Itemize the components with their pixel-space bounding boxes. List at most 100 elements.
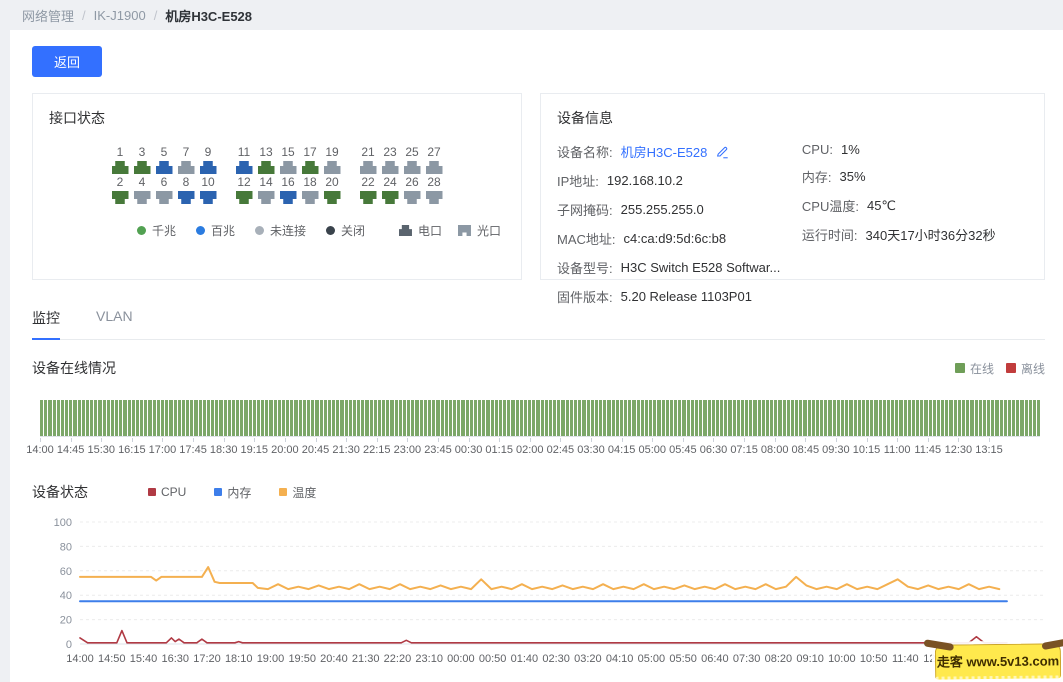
- online-bar: [223, 400, 227, 436]
- port-18[interactable]: 18: [299, 174, 321, 204]
- online-bar: [540, 400, 544, 436]
- port-number: 27: [427, 145, 441, 159]
- device-info-row: MAC地址: c4:ca:d9:5d:6c:b8: [557, 229, 802, 248]
- online-bar: [920, 400, 924, 436]
- online-bar: [720, 400, 724, 436]
- online-bar: [73, 400, 77, 436]
- port-11[interactable]: 11: [233, 144, 255, 174]
- port-12[interactable]: 12: [233, 174, 255, 204]
- port-21[interactable]: 21: [357, 144, 379, 174]
- port-number: 7: [182, 145, 190, 159]
- online-bar: [953, 400, 957, 436]
- online-bar: [340, 400, 344, 436]
- axis-label: 04:15: [607, 444, 636, 456]
- port-13[interactable]: 13: [255, 144, 277, 174]
- device-info-value: c4:ca:d9:5d:6c:b8: [623, 231, 727, 246]
- port-19[interactable]: 19: [321, 144, 343, 174]
- online-bar: [607, 400, 611, 436]
- x-axis-label: 06:40: [701, 653, 729, 665]
- online-bar: [198, 400, 202, 436]
- port-15[interactable]: 15: [277, 144, 299, 174]
- online-bar: [640, 400, 644, 436]
- port-7[interactable]: 7: [175, 144, 197, 174]
- port-icon-gigabit: [301, 161, 319, 174]
- breadcrumb-device-group[interactable]: IK-J1900: [93, 7, 146, 23]
- online-bar: [974, 400, 978, 436]
- axis-tick: [805, 438, 807, 442]
- port-number: 8: [182, 175, 190, 189]
- online-bar: [327, 400, 332, 436]
- port-icon-fast: [279, 191, 297, 204]
- device-info-value: H3C Switch E528 Softwar...: [620, 260, 781, 275]
- online-bar: [903, 400, 907, 436]
- chart-legend-item: CPU: [148, 485, 186, 499]
- online-bar: [849, 400, 853, 436]
- axis-label: 06:30: [699, 444, 728, 456]
- axis-tick: [529, 438, 531, 442]
- series-line-CPU: [79, 629, 1008, 644]
- legend-label: 千兆: [152, 224, 177, 238]
- online-bar: [987, 400, 991, 436]
- online-bar: [482, 400, 486, 436]
- online-bar: [135, 400, 140, 436]
- axis-label: 23:00: [393, 444, 422, 456]
- port-26[interactable]: 26: [401, 174, 423, 204]
- interface-status-panel: 接口状态 1 3 5 7 9 11 13 15 17 19 21 23 25 27 2 4 6 8 10 12 14 16…: [32, 93, 522, 280]
- device-name-link[interactable]: 机房H3C-E528: [620, 145, 708, 160]
- port-14[interactable]: 14: [255, 174, 277, 204]
- tab-vlan[interactable]: VLAN: [96, 308, 133, 324]
- port-22[interactable]: 22: [357, 174, 379, 204]
- online-bar: [344, 400, 348, 436]
- axis-label: 17:45: [179, 444, 207, 456]
- port-number: 19: [325, 145, 339, 159]
- port-number: 24: [383, 175, 397, 189]
- axis-tick: [40, 438, 41, 442]
- online-bar: [85, 400, 90, 436]
- online-bar: [807, 400, 811, 436]
- device-info-label: MAC地址:: [557, 232, 616, 247]
- port-6[interactable]: 6: [153, 174, 175, 204]
- tab-monitor[interactable]: 监控: [32, 308, 60, 340]
- axis-tick: [927, 438, 929, 442]
- online-bar: [561, 400, 565, 436]
- port-type-legend: 电口 光口: [398, 222, 501, 239]
- back-button[interactable]: 返回: [32, 46, 103, 77]
- port-10[interactable]: 10: [197, 174, 219, 204]
- port-5[interactable]: 5: [153, 144, 175, 174]
- port-9[interactable]: 9: [197, 144, 219, 174]
- port-row-top: 1 3 5 7 9 11 13 15 17 19 21 23 25 27: [109, 144, 445, 174]
- port-20[interactable]: 20: [321, 174, 343, 204]
- port-25[interactable]: 25: [401, 144, 423, 174]
- port-17[interactable]: 17: [299, 144, 321, 174]
- online-bar: [123, 400, 127, 436]
- port-2[interactable]: 2: [109, 174, 131, 204]
- online-bar: [715, 400, 720, 436]
- device-info-row: 内存: 35%: [802, 167, 996, 186]
- online-bar: [102, 400, 106, 436]
- port-4[interactable]: 4: [131, 174, 153, 204]
- online-bar: [407, 400, 411, 436]
- port-23[interactable]: 23: [379, 144, 401, 174]
- port-28[interactable]: 28: [423, 174, 445, 204]
- port-8[interactable]: 8: [175, 174, 197, 204]
- online-bar: [444, 400, 448, 436]
- port-icon-disconnected: [155, 191, 173, 204]
- port-16[interactable]: 16: [277, 174, 299, 204]
- online-bar: [728, 400, 732, 436]
- port-24[interactable]: 24: [379, 174, 401, 204]
- axis-tick: [560, 438, 562, 442]
- online-bar: [957, 400, 961, 436]
- breadcrumb-network-management[interactable]: 网络管理: [22, 8, 75, 24]
- port-3[interactable]: 3: [131, 144, 153, 174]
- legend-label: 内存: [227, 485, 252, 500]
- edit-device-name-icon[interactable]: [715, 145, 729, 159]
- port-1[interactable]: 1: [109, 144, 131, 174]
- online-bar: [286, 400, 290, 436]
- port-icon-fast: [155, 161, 173, 174]
- online-bar: [56, 400, 60, 436]
- online-bar: [298, 400, 302, 436]
- breadcrumb-separator: /: [82, 7, 86, 23]
- online-bar: [48, 400, 52, 436]
- port-number: 12: [237, 175, 251, 189]
- port-27[interactable]: 27: [423, 144, 445, 174]
